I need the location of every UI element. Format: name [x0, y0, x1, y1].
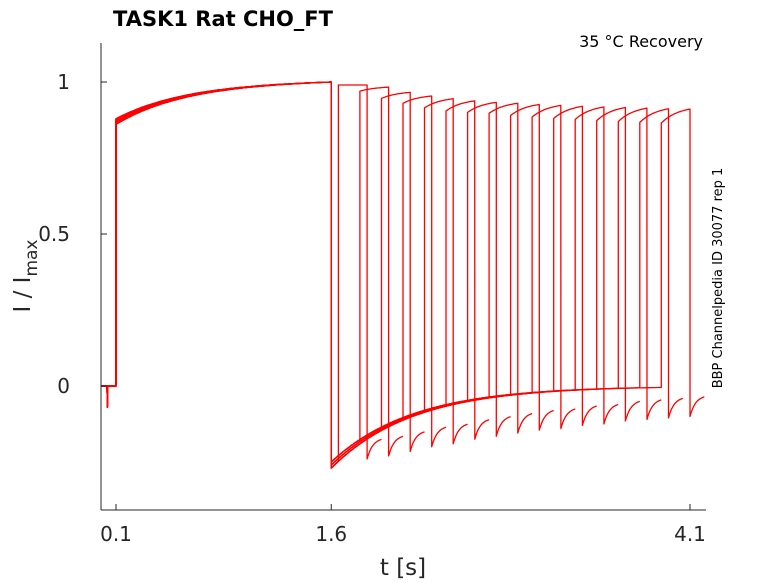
x-tick-label: 0.1: [100, 522, 132, 546]
condition-annotation: 35 °C Recovery: [579, 32, 703, 51]
sweep-trace-11: [101, 81, 597, 466]
x-tick-label: 1.6: [315, 522, 347, 546]
x-axis-label: t [s]: [380, 555, 426, 581]
sweep-trace-3: [101, 81, 425, 463]
y-tick-label: 1: [57, 70, 70, 94]
sweep-trace-16: [101, 81, 705, 469]
sweep-trace-2: [101, 81, 404, 466]
sweep-trace-4: [101, 81, 447, 469]
sweep-trace-13: [101, 81, 641, 469]
y-tick-label: 0: [57, 374, 70, 398]
y-tick-label: 0.5: [38, 222, 70, 246]
chart-title: TASK1 Rat CHO_FT: [113, 7, 334, 31]
x-tick-label: 4.1: [674, 522, 706, 546]
y-axis-label-sub: max: [22, 240, 42, 277]
sweep-trace-7: [101, 81, 511, 469]
sweep-trace-9: [101, 81, 554, 463]
sweep-trace-15: [101, 81, 683, 463]
ticks: 0.1 1.6 4.1 0 0.5 1: [38, 70, 706, 546]
sweep-trace-6: [101, 81, 490, 463]
sweep-trace-5: [101, 81, 468, 466]
traces: [101, 81, 705, 469]
source-label: BBP Channelpedia ID 30077 rep 1: [711, 168, 726, 389]
y-axis-label: I / Imax: [10, 240, 42, 313]
y-axis-label-main: I / I: [10, 277, 36, 313]
sweep-trace-1: [101, 81, 382, 469]
